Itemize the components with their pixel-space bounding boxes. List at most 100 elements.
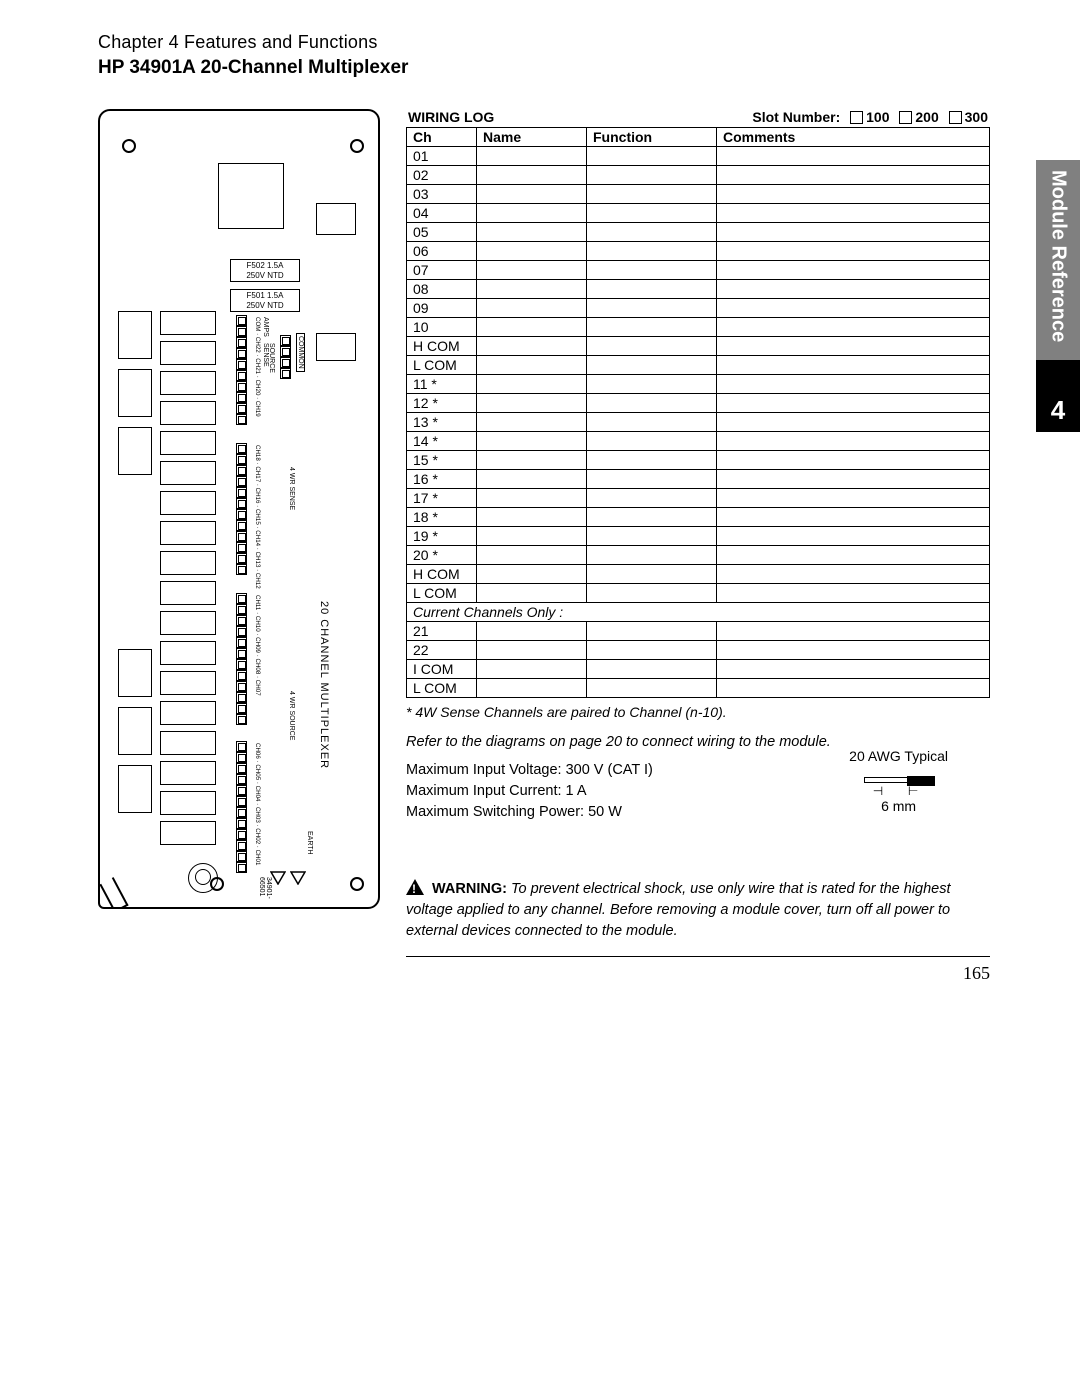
cell-empty: [587, 185, 717, 204]
table-row: L COM: [407, 584, 990, 603]
page-rule: [406, 956, 990, 957]
wire-strip-icon: [864, 777, 934, 783]
board-title: 20 CHANNEL MULTIPLEXER: [318, 601, 330, 769]
table-row: 01: [407, 147, 990, 166]
cell-empty: [477, 204, 587, 223]
cell-empty: [587, 166, 717, 185]
side-tab-chapter: 4: [1036, 360, 1080, 432]
footnote: * 4W Sense Channels are paired to Channe…: [406, 704, 990, 720]
table-row: H COM: [407, 337, 990, 356]
cell-empty: [587, 470, 717, 489]
awg-length: 6 mm: [849, 798, 948, 814]
table-row: 10: [407, 318, 990, 337]
checkbox-icon[interactable]: [949, 111, 962, 124]
cell-empty: [717, 375, 990, 394]
table-row: 14 *: [407, 432, 990, 451]
cell-empty: [717, 565, 990, 584]
cell-ch: 09: [407, 299, 477, 318]
cell-empty: [587, 375, 717, 394]
cell-ch: 10: [407, 318, 477, 337]
cell-ch: 07: [407, 261, 477, 280]
ground-icon: [270, 871, 286, 885]
cell-empty: [717, 660, 990, 679]
table-row: 07: [407, 261, 990, 280]
cell-ch: 01: [407, 147, 477, 166]
cell-empty: [477, 679, 587, 698]
table-row: 04: [407, 204, 990, 223]
cell-empty: [477, 546, 587, 565]
source-4w-label: 4 WR SOURCE: [288, 691, 295, 740]
cell-empty: [587, 660, 717, 679]
slot-300: 300: [965, 109, 988, 125]
ground-icon: [290, 871, 306, 885]
cell-ch: L COM: [407, 679, 477, 698]
checkbox-icon[interactable]: [850, 111, 863, 124]
slot-label: Slot Number:: [752, 109, 840, 125]
warning-label: WARNING:: [432, 881, 507, 897]
pcb-diagram: F502 1.5A 250V NTD F501 1.5A 250V NTD: [98, 109, 380, 909]
table-row: 09: [407, 299, 990, 318]
slot-picker: Slot Number: 100 200 300: [752, 109, 988, 125]
terminal-strip: [236, 443, 247, 575]
table-row: 20 *: [407, 546, 990, 565]
slot-100: 100: [866, 109, 889, 125]
cell-ch: 02: [407, 166, 477, 185]
cell-empty: [587, 299, 717, 318]
cell-ch: L COM: [407, 356, 477, 375]
cell-empty: [587, 242, 717, 261]
cell-empty: [717, 508, 990, 527]
table-row: 15 *: [407, 451, 990, 470]
checkbox-icon[interactable]: [899, 111, 912, 124]
table-row: L COM: [407, 679, 990, 698]
cell-empty: [717, 527, 990, 546]
fuse-label: F502 1.5A 250V NTD: [230, 259, 300, 282]
wiring-section: WIRING LOG Slot Number: 100 200 300 Ch N…: [406, 109, 990, 984]
cell-empty: [717, 280, 990, 299]
cell-ch: 22: [407, 641, 477, 660]
cell-ch: 04: [407, 204, 477, 223]
cell-empty: [587, 413, 717, 432]
cell-ch: H COM: [407, 337, 477, 356]
cell-empty: [477, 584, 587, 603]
cell-empty: [717, 622, 990, 641]
page: Chapter 4 Features and Functions HP 3490…: [0, 0, 1080, 1397]
awg-label: 20 AWG Typical: [849, 748, 948, 764]
table-row: 11 *: [407, 375, 990, 394]
cell-ch: 21: [407, 622, 477, 641]
cell-empty: [477, 641, 587, 660]
cell-empty: [717, 261, 990, 280]
terminal-strip: [236, 593, 247, 725]
cell-ch: 12 *: [407, 394, 477, 413]
table-header-row: Ch Name Function Comments: [407, 128, 990, 147]
cell-empty: [477, 622, 587, 641]
cell-empty: [717, 413, 990, 432]
col-func: Function: [587, 128, 717, 147]
terminal-strip: [280, 335, 291, 379]
col-ch: Ch: [407, 128, 477, 147]
chip-icon: [316, 203, 356, 235]
terminal-strip: [236, 741, 247, 873]
tick-marks: ⊣ ⊢: [849, 784, 948, 798]
knob-icon: [188, 863, 218, 893]
cell-empty: [717, 489, 990, 508]
cell-ch: 06: [407, 242, 477, 261]
cell-empty: [717, 299, 990, 318]
cell-empty: [717, 185, 990, 204]
channel-labels: CH06 · CH05 · CH04 · CH03 · CH02 · CH01: [252, 743, 263, 865]
cell-ch: 15 *: [407, 451, 477, 470]
cell-empty: [477, 280, 587, 299]
cell-empty: [717, 166, 990, 185]
cell-ch: 11 *: [407, 375, 477, 394]
side-tab: Module Reference 4: [1036, 160, 1080, 432]
table-row: 12 *: [407, 394, 990, 413]
cell-ch: L COM: [407, 584, 477, 603]
side-tab-label: Module Reference: [1036, 160, 1080, 360]
cell-ch: 18 *: [407, 508, 477, 527]
cell-empty: [587, 223, 717, 242]
table-row: 16 *: [407, 470, 990, 489]
cell-empty: [477, 527, 587, 546]
cell-empty: [717, 204, 990, 223]
cell-ch: 14 *: [407, 432, 477, 451]
cell-empty: [717, 679, 990, 698]
relay-triplet: [118, 649, 152, 813]
